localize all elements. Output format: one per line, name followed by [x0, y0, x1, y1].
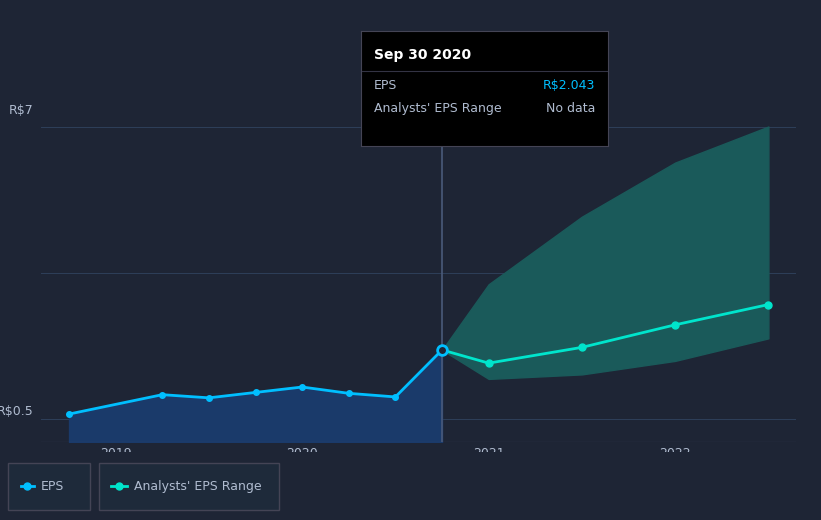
Text: Actual: Actual	[395, 87, 434, 101]
Text: No data: No data	[546, 102, 595, 115]
Text: Analysts' EPS Range: Analysts' EPS Range	[134, 479, 261, 493]
Text: R$0.5: R$0.5	[0, 406, 34, 418]
FancyBboxPatch shape	[99, 463, 279, 510]
Text: R$7: R$7	[9, 104, 34, 117]
Text: R$2.043: R$2.043	[543, 79, 595, 92]
Text: Sep 30 2020: Sep 30 2020	[374, 48, 470, 62]
FancyBboxPatch shape	[8, 463, 90, 510]
Text: EPS: EPS	[41, 479, 64, 493]
Text: EPS: EPS	[374, 79, 397, 92]
Text: Analysts Forecasts: Analysts Forecasts	[450, 87, 566, 101]
Text: Analysts' EPS Range: Analysts' EPS Range	[374, 102, 501, 115]
